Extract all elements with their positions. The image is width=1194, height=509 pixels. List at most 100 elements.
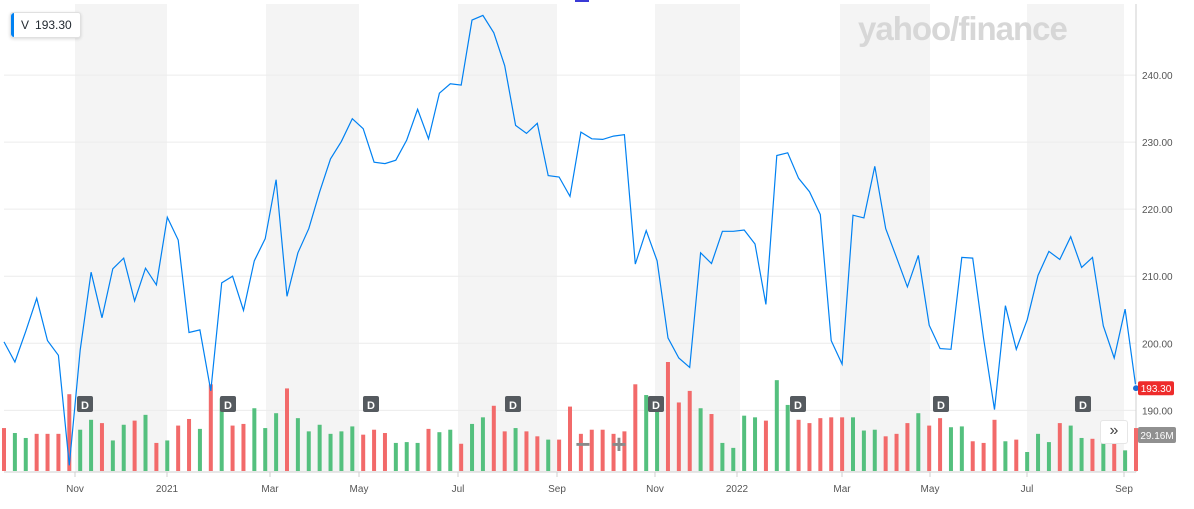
volume-bar (1014, 439, 1019, 471)
volume-bar (687, 390, 692, 471)
volume-bar (230, 425, 235, 471)
volume-bar (328, 433, 333, 471)
volume-bar (285, 388, 289, 471)
volume-bar (143, 414, 148, 471)
volume-bar (306, 431, 311, 471)
volume-bar (698, 408, 703, 471)
volume-bar (448, 429, 453, 471)
ticker-price: 193.30 (35, 18, 72, 32)
expand-icon[interactable]: » (1100, 420, 1128, 444)
volume-bar (720, 442, 725, 471)
volume-bar (568, 406, 572, 471)
volume-bar (578, 433, 583, 471)
volume-bar (12, 433, 17, 471)
volume-bar (557, 439, 562, 471)
dividend-marker (1075, 396, 1091, 412)
volume-bar (1090, 438, 1095, 471)
volume-bar (1046, 442, 1051, 471)
volume-tag-label: 29.16M (1140, 431, 1173, 442)
volume-bar (959, 426, 964, 471)
background-band (266, 4, 359, 472)
x-tick-label: Mar (261, 484, 279, 495)
x-tick-label: Sep (1115, 484, 1133, 495)
background-band (75, 4, 167, 472)
volume-bar (110, 440, 115, 471)
volume-bar (415, 442, 420, 471)
volume-bar (785, 404, 790, 471)
yahoo-finance-logo: yahoo/finance (858, 10, 1068, 47)
y-tick-label: 190.00 (1142, 406, 1173, 417)
volume-bar (491, 405, 496, 471)
volume-bar (132, 420, 137, 471)
volume-bar (263, 428, 268, 471)
y-tick-label: 230.00 (1142, 138, 1173, 149)
volume-bar (742, 415, 747, 471)
volume-bar (187, 418, 192, 471)
volume-bar (154, 442, 159, 471)
volume-bar (633, 384, 638, 471)
ticker-symbol: V (21, 18, 30, 32)
volume-bar (56, 433, 61, 471)
volume-bar (197, 428, 202, 471)
volume-bar (274, 413, 279, 471)
dividend-marker-label: D (81, 400, 89, 412)
volume-bar (546, 439, 551, 471)
volume-bar (1134, 428, 1138, 471)
volume-bar (121, 424, 126, 471)
volume-bar (731, 447, 736, 471)
volume-bar (1079, 437, 1084, 471)
volume-bar (774, 380, 779, 471)
volume-bar (622, 431, 627, 471)
volume-bar (89, 419, 94, 471)
volume-bar (644, 395, 649, 471)
series-color-bar (11, 13, 14, 37)
zoom-controls: − + (565, 428, 637, 459)
volume-bar (796, 419, 801, 471)
volume-bar (339, 431, 344, 471)
volume-bar (165, 440, 170, 471)
x-tick-label: May (350, 484, 369, 495)
volume-bar (350, 426, 355, 471)
volume-bar (252, 408, 257, 471)
volume-bar (905, 423, 910, 471)
volume-bar (1025, 452, 1030, 471)
volume-bar (219, 398, 224, 471)
volume-bar (1036, 433, 1041, 471)
dividend-marker (933, 396, 949, 412)
volume-bar (807, 423, 812, 471)
volume-bar (459, 443, 464, 471)
x-tick-label: Sep (548, 484, 566, 495)
dividend-marker (648, 396, 664, 412)
x-tick-label: Jul (1021, 484, 1034, 495)
dividend-marker-label: D (652, 400, 660, 412)
zoom-in-button[interactable]: + (611, 428, 627, 459)
zoom-out-button[interactable]: − (575, 428, 591, 459)
volume-bar (404, 442, 409, 471)
volume-bar (1068, 425, 1073, 471)
volume-bar (894, 433, 899, 471)
volume-bar (709, 414, 714, 471)
volume-bar (818, 418, 823, 471)
volume-bar (600, 429, 605, 471)
volume-bar (67, 394, 72, 471)
price-tag-label: 193.30 (1141, 384, 1172, 395)
x-tick-label: 2021 (156, 484, 179, 495)
volume-bar (1003, 441, 1008, 471)
ticker-badge[interactable]: V 193.30 (10, 12, 81, 38)
range-handle[interactable] (575, 0, 589, 2)
volume-bar (426, 428, 431, 471)
y-tick-label: 200.00 (1142, 339, 1173, 350)
x-tick-label: Mar (833, 484, 851, 495)
volume-bar (502, 431, 507, 471)
volume-bar (34, 433, 39, 471)
volume-tag (1138, 427, 1176, 443)
volume-bar (317, 424, 322, 471)
dividend-marker (505, 396, 521, 412)
volume-bar (992, 419, 997, 471)
price-line (3, 14, 1137, 466)
volume-bar (1123, 450, 1128, 471)
volume-bar (480, 417, 485, 471)
volume-bar (382, 433, 387, 471)
volume-bar (78, 429, 83, 471)
